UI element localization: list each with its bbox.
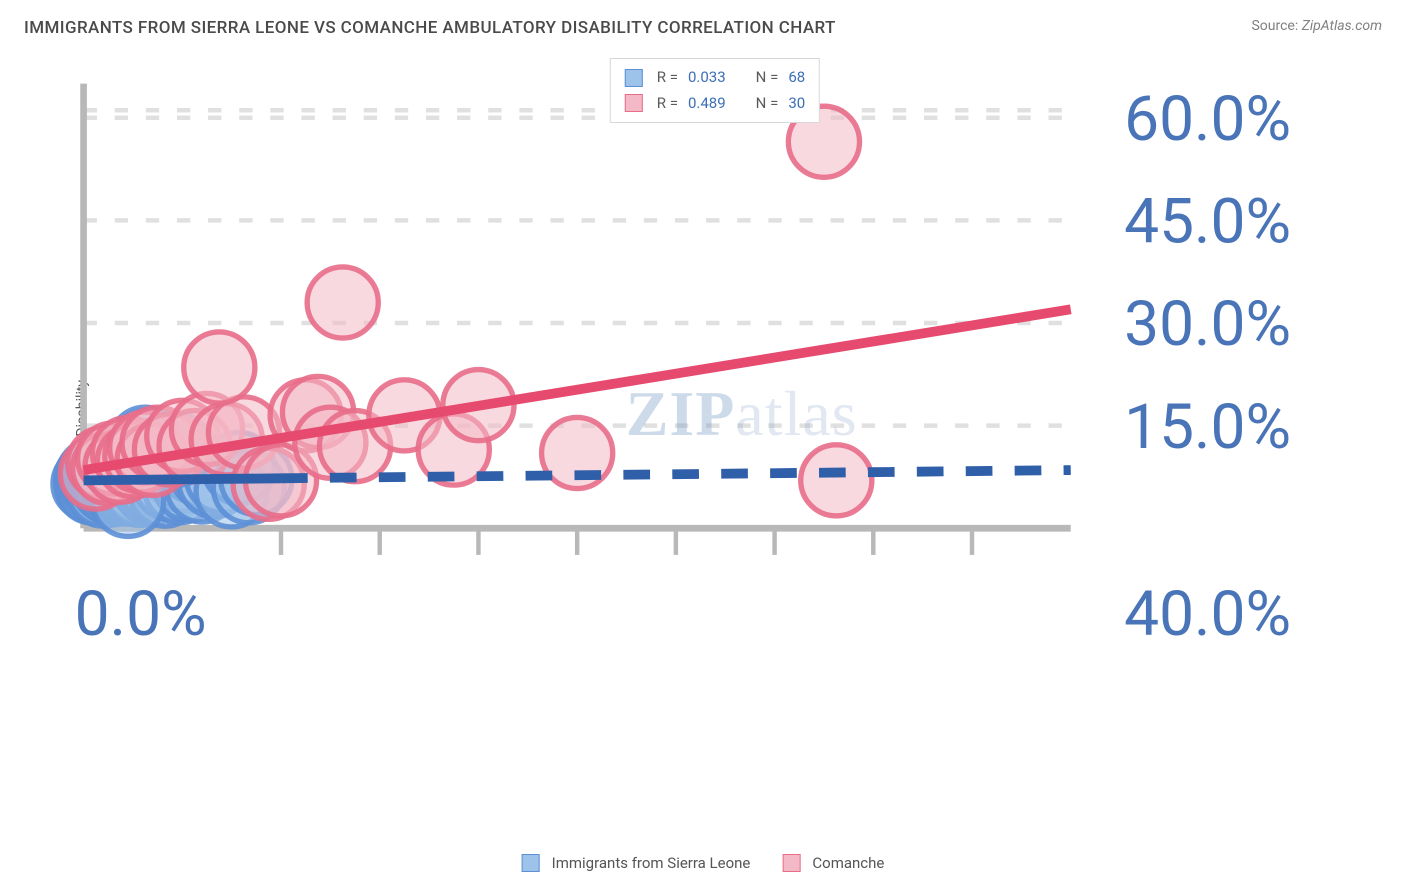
stat-legend-row: R = 0.033 N = 68	[625, 65, 805, 91]
y-tick-label: 60.0%	[1124, 83, 1291, 156]
stat-n-label: N =	[756, 91, 779, 117]
y-tick-label: 15.0%	[1124, 391, 1291, 464]
legend-item: Immigrants from Sierra Leone	[522, 854, 751, 872]
stat-r-label: R =	[657, 91, 678, 117]
legend-swatch	[522, 854, 540, 872]
stat-n-value: 68	[788, 65, 805, 91]
legend-swatch	[782, 854, 800, 872]
data-point	[801, 445, 872, 516]
series-legend: Immigrants from Sierra Leone Comanche	[522, 854, 885, 872]
x-tick-label: 40.0%	[1124, 578, 1291, 651]
chart-title: IMMIGRANTS FROM SIERRA LEONE VS COMANCHE…	[24, 18, 836, 38]
y-tick-label: 30.0%	[1124, 288, 1291, 361]
legend-item: Comanche	[782, 854, 884, 872]
stat-r-value: 0.489	[688, 91, 726, 117]
stat-legend-row: R = 0.489 N = 30	[625, 91, 805, 117]
legend-swatch	[625, 69, 643, 87]
trend-line-dashed	[281, 470, 1071, 478]
plot-container: Ambulatory Disability 15.0%30.0%45.0%60.…	[48, 48, 1382, 844]
stat-n-value: 30	[788, 91, 805, 117]
stat-r-label: R =	[657, 65, 678, 91]
data-point	[184, 332, 255, 403]
x-tick-label: 0.0%	[75, 578, 207, 651]
source-value: ZipAtlas.com	[1302, 18, 1382, 34]
header: IMMIGRANTS FROM SIERRA LEONE VS COMANCHE…	[0, 0, 1406, 44]
scatter-chart: 15.0% 30.0% 45.0% 60.0% 0.0% 40.0%	[48, 48, 1382, 715]
stat-legend-box: R = 0.033 N = 68 R = 0.489 N = 30	[610, 58, 820, 123]
trend-line	[84, 478, 281, 480]
stat-n-label: N =	[756, 65, 779, 91]
legend-label: Comanche	[812, 854, 884, 872]
source-attribution: Source: ZipAtlas.com	[1251, 18, 1382, 34]
stat-r-value: 0.033	[688, 65, 726, 91]
legend-label: Immigrants from Sierra Leone	[552, 854, 751, 872]
data-point	[307, 267, 378, 338]
y-tick-label: 45.0%	[1124, 186, 1291, 259]
legend-swatch	[625, 94, 643, 112]
source-label: Source:	[1251, 18, 1298, 34]
